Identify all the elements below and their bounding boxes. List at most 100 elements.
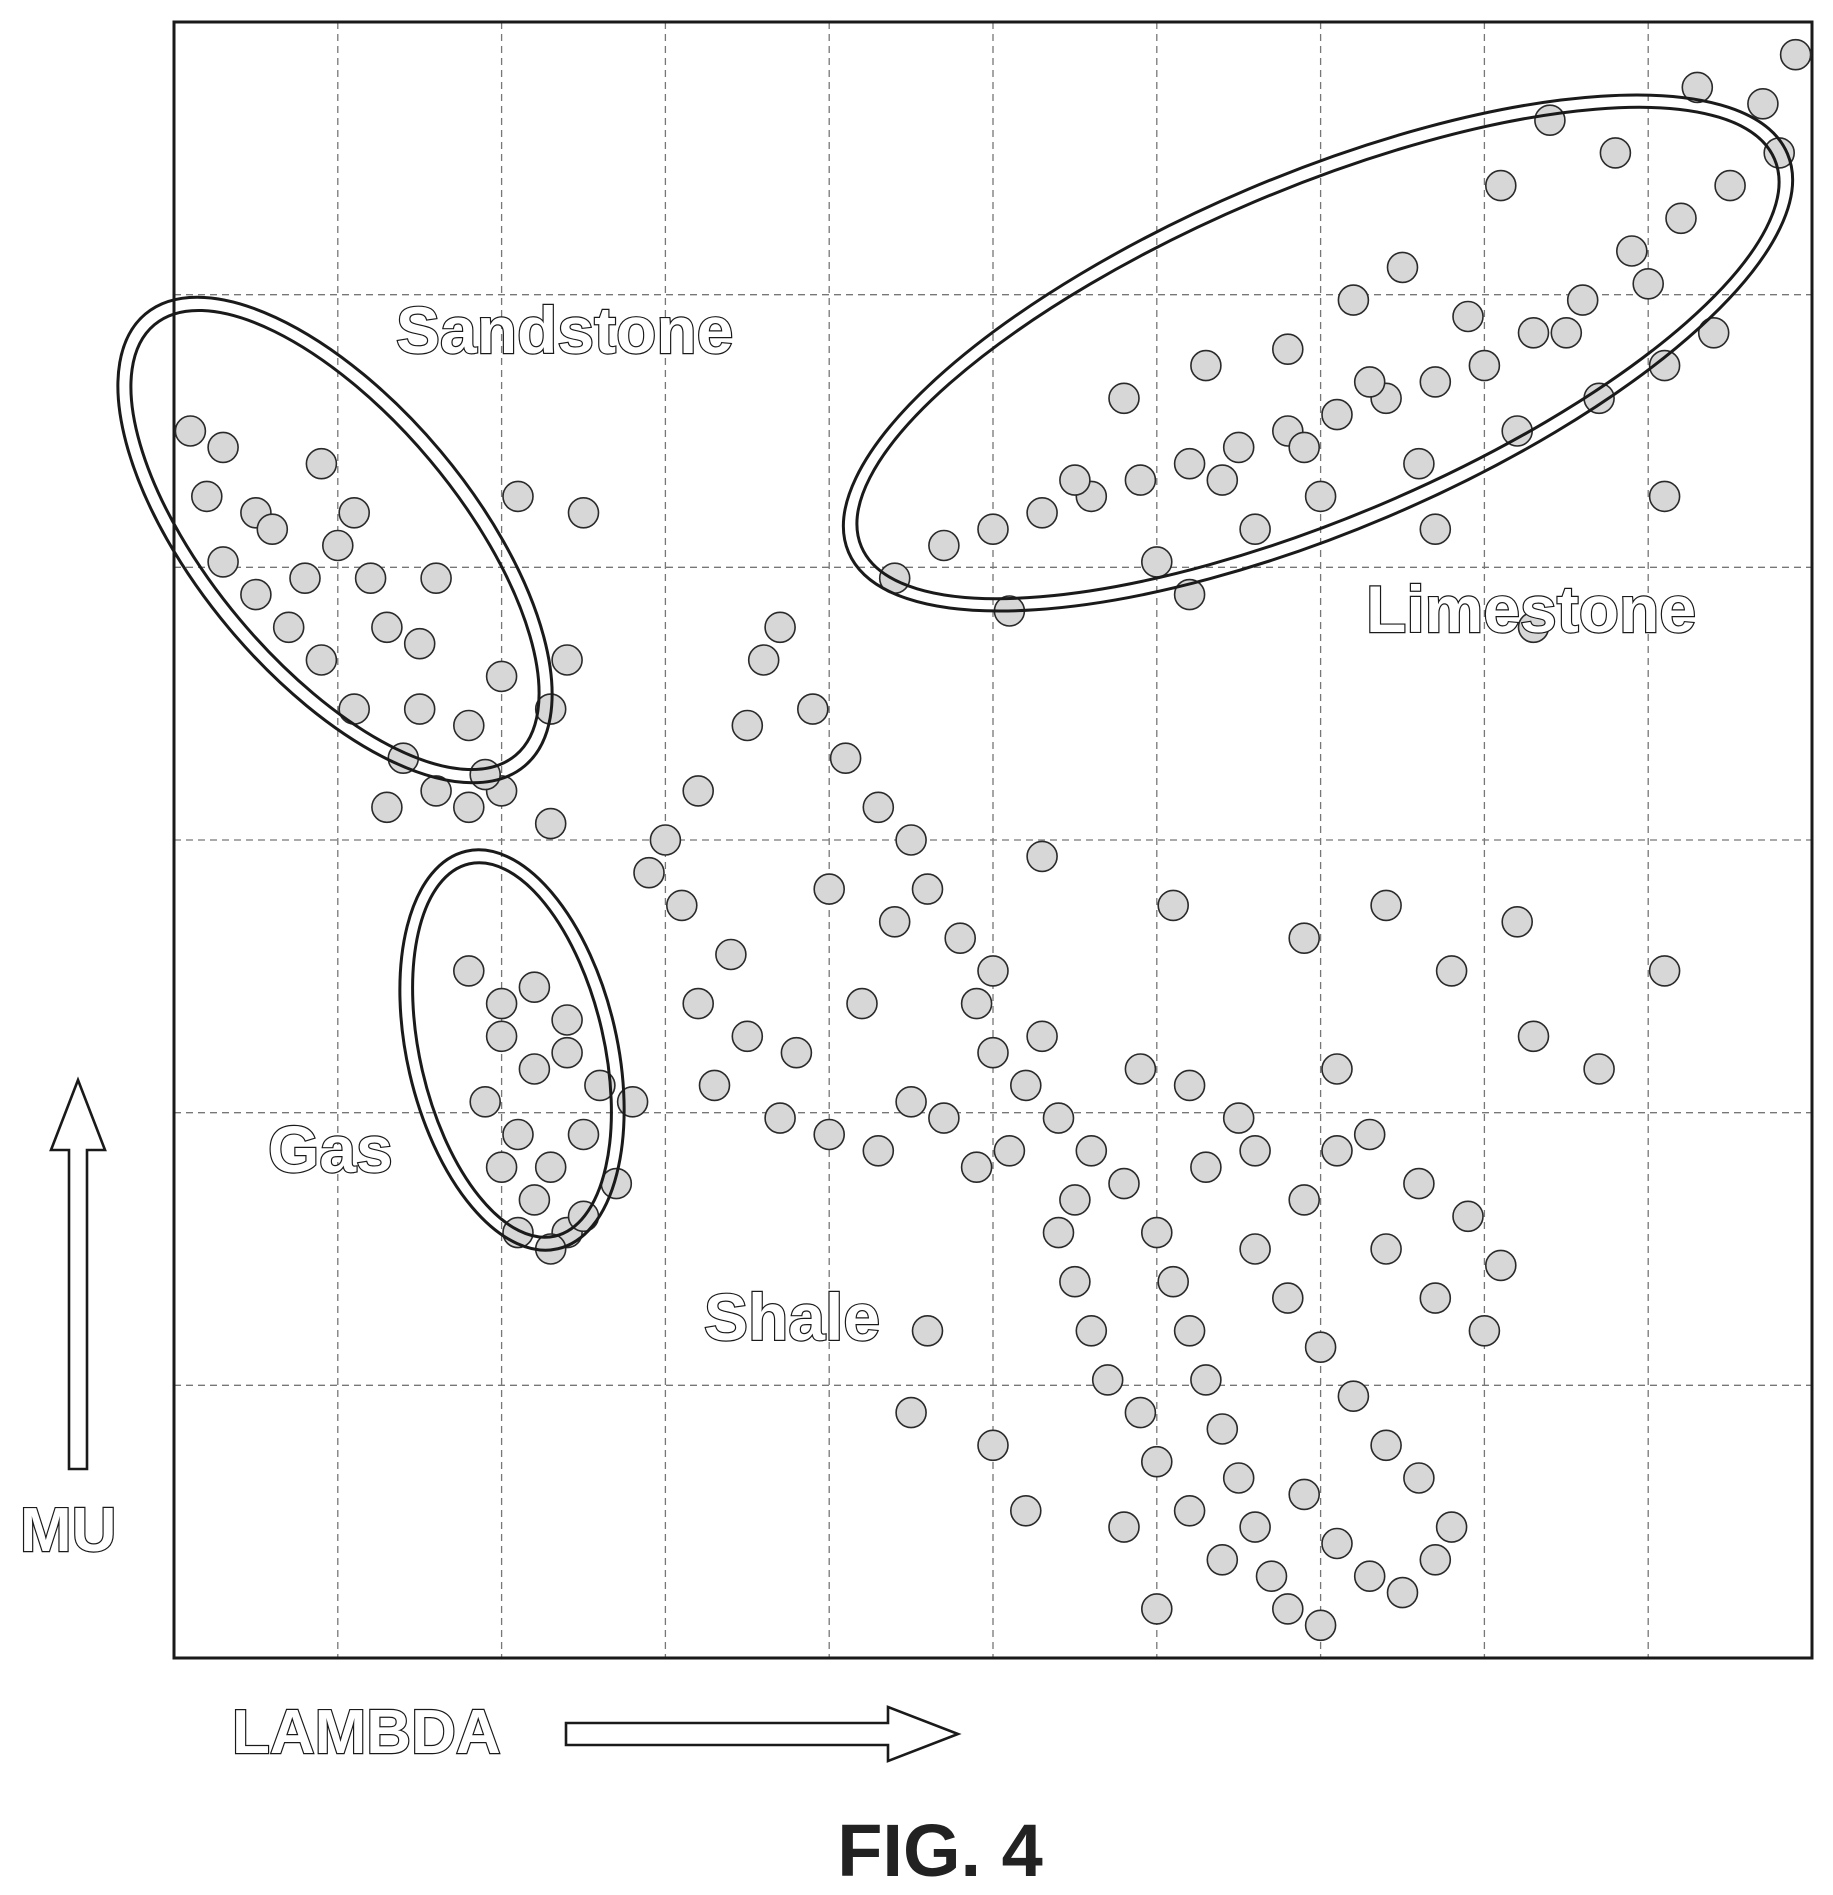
shale-data-point	[944, 922, 977, 955]
shale-data-point	[1321, 1135, 1353, 1167]
limestone-data-point	[1665, 202, 1697, 235]
shale-data-point	[895, 824, 927, 856]
shale-data-point	[1353, 1118, 1386, 1151]
limestone-data-point	[1239, 513, 1271, 546]
sandstone-data-point	[502, 480, 534, 513]
shale-data-point	[1419, 1544, 1452, 1576]
gas-data-point	[551, 1036, 583, 1069]
shale-data-point	[682, 775, 715, 807]
y-axis-label: MU	[20, 1496, 116, 1565]
shale-data-point	[895, 1396, 927, 1429]
gas-data-point	[518, 1053, 551, 1085]
shale-data-point	[1042, 1102, 1075, 1134]
limestone-data-point	[1108, 382, 1140, 415]
limestone-data-point	[1517, 316, 1550, 349]
gas-outline	[398, 848, 626, 1252]
shale-data-point	[977, 1036, 1009, 1069]
shale-data-point	[928, 1102, 960, 1134]
shale-data-point	[764, 611, 796, 644]
shale-data-point	[1141, 1216, 1173, 1249]
gas-label: Gas	[268, 1112, 393, 1186]
shale-data-point	[1206, 1544, 1239, 1576]
grid-lines	[174, 22, 1812, 1658]
limestone-data-point	[1648, 480, 1681, 513]
sandstone-data-point	[403, 627, 436, 660]
sandstone-data-point	[289, 562, 321, 595]
shale-data-point	[1370, 1233, 1402, 1265]
shale-data-point	[1141, 1445, 1173, 1478]
shale-data-point	[780, 1036, 813, 1069]
gas-data-point	[502, 1118, 534, 1151]
shale-data-point	[1304, 1609, 1337, 1642]
gas-data-point	[469, 1086, 502, 1118]
sandstone-data-point	[321, 529, 354, 562]
limestone-data-point	[1419, 366, 1452, 398]
sandstone-data-point	[338, 693, 371, 725]
shale-data-point	[1190, 1364, 1222, 1396]
limestone-data-point	[1026, 496, 1058, 529]
shale-data-point	[862, 791, 895, 824]
sandstone-data-point	[272, 611, 305, 644]
sandstone-data-point	[452, 791, 485, 824]
limestone-data-point	[1747, 88, 1779, 120]
shale-data-point	[911, 1315, 944, 1347]
shale-data-point	[1222, 1462, 1255, 1494]
limestone-data-point	[1468, 349, 1501, 382]
shale-data-point	[1173, 1315, 1206, 1347]
shale-data-point	[1157, 1265, 1189, 1298]
limestone-outline	[841, 93, 1795, 613]
sandstone-outline	[116, 295, 554, 785]
shale-data-point	[1288, 1478, 1320, 1511]
sandstone-data-point	[354, 562, 387, 595]
limestone-data-point	[1321, 398, 1353, 431]
limestone-data-point	[1681, 71, 1714, 104]
shale-data-point	[485, 660, 518, 693]
shale-data-point	[1124, 1396, 1157, 1429]
shale-data-point	[1337, 1380, 1370, 1412]
sandstone-data-point	[305, 644, 338, 676]
shale-data-point	[1059, 1265, 1091, 1298]
shale-data-point	[1124, 1053, 1157, 1085]
sandstone-data-point	[191, 480, 223, 513]
sandstone-data-point	[338, 496, 371, 529]
sandstone-data-point	[256, 513, 289, 546]
sandstone-data-point	[469, 758, 502, 791]
limestone-data-point	[1697, 316, 1730, 349]
limestone-data-point	[1599, 137, 1632, 169]
limestone-data-point	[1353, 366, 1386, 398]
limestone-data-point	[1059, 464, 1091, 496]
sandstone-data-point	[452, 709, 485, 742]
shale-data-point	[715, 938, 747, 971]
limestone-data-point	[1632, 267, 1664, 300]
shale-data-point	[1010, 1495, 1042, 1527]
limestone-data-point	[1452, 300, 1484, 333]
shale-data-point	[1026, 840, 1058, 873]
shale-data-point	[1370, 1429, 1402, 1462]
shale-data-point	[1435, 955, 1468, 987]
gas-data-point	[452, 955, 485, 987]
shale-data-point	[534, 807, 567, 840]
gas-data-point	[534, 1151, 567, 1183]
limestone-data-point	[1534, 104, 1566, 136]
gas-data-point	[485, 1020, 518, 1053]
shale-data-point	[1108, 1511, 1140, 1543]
shale-data-point	[977, 1429, 1009, 1462]
limestone-data-point	[1206, 464, 1239, 496]
shale-data-point	[1272, 1593, 1304, 1625]
gas-data-point	[518, 1184, 551, 1216]
shale-data-point	[1272, 1282, 1304, 1314]
shale-data-point	[813, 1118, 846, 1151]
sandstone-data-point	[207, 431, 239, 464]
shale-data-point	[1157, 889, 1189, 922]
shale-data-point	[1435, 1511, 1468, 1543]
shale-data-point	[1075, 1135, 1108, 1167]
shale-data-point	[1288, 922, 1320, 955]
shale-data-point	[1190, 1151, 1222, 1183]
shale-data-point	[960, 1151, 993, 1183]
shale-data-point	[1042, 1216, 1075, 1249]
shale-data-point	[1468, 1315, 1501, 1347]
limestone-data-point	[1304, 480, 1337, 513]
shale-data-point	[1239, 1135, 1271, 1167]
limestone-data-point	[1288, 431, 1320, 464]
gas-data-point	[485, 987, 518, 1020]
